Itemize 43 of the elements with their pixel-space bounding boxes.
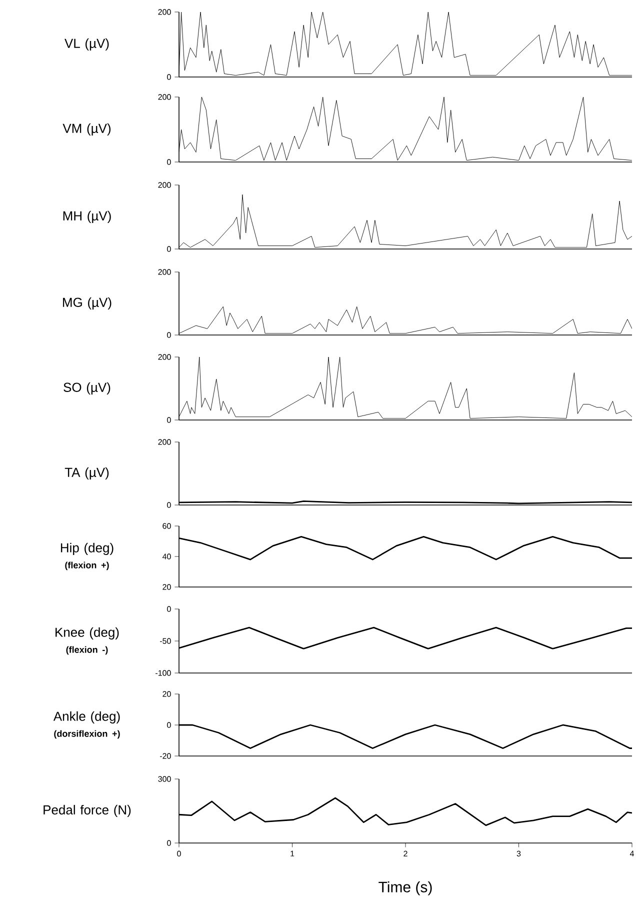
x-tick-label: 1 — [290, 850, 294, 856]
y-tick-label: 0 — [167, 246, 172, 252]
y-tick-label: 200 — [158, 182, 172, 188]
x-tick-label: 2 — [404, 850, 408, 856]
y-tick-label: 300 — [158, 776, 172, 782]
y-tick-label: 200 — [158, 439, 172, 445]
y-axis-title: Hip (deg) — [61, 542, 114, 555]
y-axis-title: Knee (deg) — [56, 627, 119, 640]
y-axis-title: SO (µV) — [64, 382, 110, 395]
y-tick-label: 0 — [167, 502, 172, 508]
y-tick-label: 200 — [158, 94, 172, 100]
y-tick-label: 0 — [167, 722, 172, 728]
y-tick-label: 40 — [162, 554, 172, 560]
y-axis-title: Pedal force (N) — [44, 804, 131, 818]
text: (dorsiflexion +) — [54, 730, 120, 739]
x-tick-label: 3 — [517, 850, 521, 856]
y-axis-title: MH (µV) — [64, 210, 112, 224]
line-series — [179, 356, 632, 419]
x-axis-title: Time (s) — [378, 881, 432, 896]
y-tick-label: 200 — [158, 269, 172, 275]
y-tick-label: 60 — [162, 523, 172, 529]
y-tick-label: 0 — [167, 840, 172, 846]
y-tick-label: -20 — [160, 753, 172, 759]
text: (flexion -) — [66, 646, 108, 655]
y-tick-label: 0 — [167, 74, 172, 80]
y-tick-label: -100 — [156, 670, 172, 676]
y-tick-label: 0 — [167, 606, 172, 612]
y-tick-label: -50 — [160, 638, 172, 644]
y-tick-label: 20 — [162, 584, 172, 590]
y-tick-label: 0 — [167, 159, 172, 165]
y-axis-title: TA (µV) — [65, 467, 109, 480]
y-axis-title: VM (µV) — [62, 123, 111, 136]
y-tick-label: 0 — [167, 417, 172, 423]
y-axis-title: MG (µV) — [63, 297, 112, 310]
y-tick-label: 0 — [167, 332, 172, 338]
y-axis-title: Ankle (deg) — [54, 711, 120, 724]
x-tick-label: 4 — [630, 850, 634, 856]
y-tick-label: 200 — [158, 9, 172, 15]
text: (flexion +) — [65, 562, 110, 570]
y-tick-label: 200 — [158, 354, 172, 360]
x-tick-label: 0 — [177, 850, 182, 856]
y-axis-title: VL (µV) — [64, 38, 109, 51]
y-tick-label: 20 — [162, 691, 172, 697]
